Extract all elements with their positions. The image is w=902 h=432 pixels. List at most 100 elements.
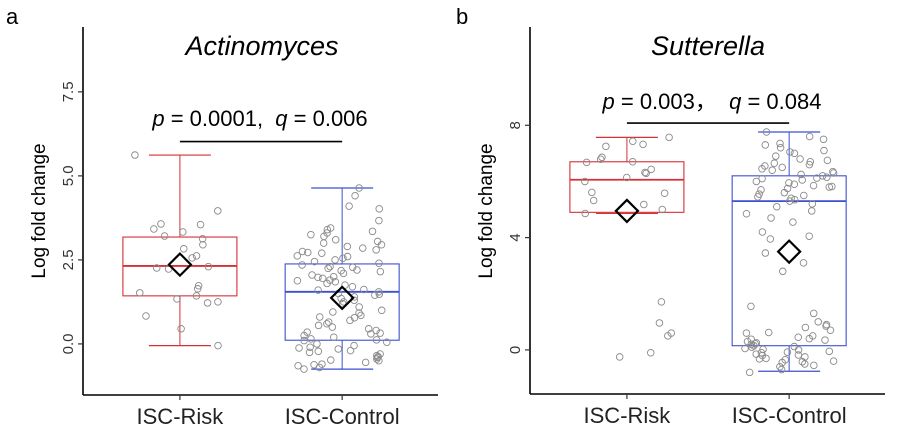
data-point <box>773 202 781 211</box>
data-point <box>581 209 590 218</box>
panel-label: a <box>6 4 19 29</box>
data-point <box>742 329 751 337</box>
data-point <box>375 205 383 213</box>
data-point <box>361 358 370 367</box>
data-point <box>192 252 201 260</box>
data-point <box>351 191 359 200</box>
data-point <box>371 291 379 299</box>
data-point <box>598 153 606 162</box>
data-point <box>805 132 814 141</box>
iqr-box <box>731 175 847 347</box>
data-point <box>343 242 352 251</box>
data-point <box>298 261 306 269</box>
panel-a: a Actinomyces Log fold change p = 0.0001… <box>6 4 438 429</box>
y-axis-label: Log fold change <box>476 143 497 278</box>
data-point <box>355 303 363 311</box>
mean-marker <box>776 239 802 265</box>
data-point <box>375 356 383 365</box>
y-tick-label: 0.0 <box>60 333 77 354</box>
data-point <box>323 320 331 328</box>
data-point <box>193 285 202 293</box>
data-point <box>588 188 596 197</box>
data-point <box>307 335 315 343</box>
data-point <box>745 368 754 377</box>
data-point <box>367 330 375 338</box>
data-point <box>658 205 667 214</box>
data-point <box>304 248 312 257</box>
iqr-box <box>284 263 400 341</box>
mean-marker <box>329 285 355 311</box>
data-point <box>150 225 158 233</box>
data-point <box>316 313 324 321</box>
data-point <box>805 160 814 169</box>
y-axis-label: Log fold change <box>29 143 50 278</box>
data-point <box>131 151 139 159</box>
box-isc-risk <box>569 133 685 361</box>
data-point <box>770 159 779 167</box>
data-point <box>790 180 799 188</box>
data-point <box>755 355 764 363</box>
data-point <box>772 152 780 160</box>
data-point <box>639 140 647 149</box>
data-point <box>779 267 787 276</box>
data-point <box>214 341 222 350</box>
data-point <box>796 155 804 163</box>
data-point <box>348 283 357 291</box>
data-point <box>821 336 829 344</box>
data-point <box>762 128 771 136</box>
data-point <box>198 234 207 243</box>
data-point <box>331 256 339 264</box>
data-point <box>825 347 834 356</box>
data-point <box>629 137 637 146</box>
data-point <box>142 312 150 320</box>
box-isc-risk <box>122 151 238 350</box>
data-point <box>345 202 353 210</box>
data-point <box>346 346 355 355</box>
data-point <box>192 292 201 300</box>
data-point <box>314 286 322 294</box>
data-point <box>372 326 380 335</box>
data-point <box>359 244 367 252</box>
data-point <box>314 273 322 282</box>
data-point <box>310 257 319 266</box>
data-point <box>794 333 802 342</box>
data-point <box>828 182 836 191</box>
y-tick-label: 7.5 <box>60 81 77 102</box>
mean-marker <box>167 252 193 278</box>
data-point <box>293 252 302 260</box>
data-point <box>798 357 807 366</box>
box-isc-control <box>731 128 847 377</box>
data-point <box>331 235 340 244</box>
data-point <box>581 177 589 186</box>
data-point <box>339 269 348 278</box>
data-point <box>758 228 767 236</box>
data-point <box>334 345 343 353</box>
data-point <box>808 200 817 208</box>
data-point <box>747 302 755 311</box>
y-tick-label: 0 <box>507 346 524 354</box>
data-point <box>204 262 213 271</box>
data-point <box>829 169 838 177</box>
plot-area <box>78 27 438 400</box>
data-point <box>628 158 637 166</box>
data-point <box>306 343 314 352</box>
data-point <box>767 214 775 222</box>
y-tick-label: 2.5 <box>60 249 77 270</box>
data-point <box>357 311 365 320</box>
data-point <box>800 191 808 200</box>
data-point <box>807 207 816 215</box>
data-point <box>375 259 383 268</box>
data-point <box>375 216 383 225</box>
data-point <box>776 143 785 152</box>
data-point <box>757 186 765 194</box>
mean-marker <box>614 198 640 224</box>
data-point <box>376 329 384 337</box>
data-point <box>809 181 818 190</box>
data-point <box>664 332 672 340</box>
data-point <box>799 259 808 267</box>
data-point <box>300 365 308 373</box>
data-point <box>754 193 762 201</box>
data-point <box>180 245 188 253</box>
data-point <box>642 169 650 178</box>
